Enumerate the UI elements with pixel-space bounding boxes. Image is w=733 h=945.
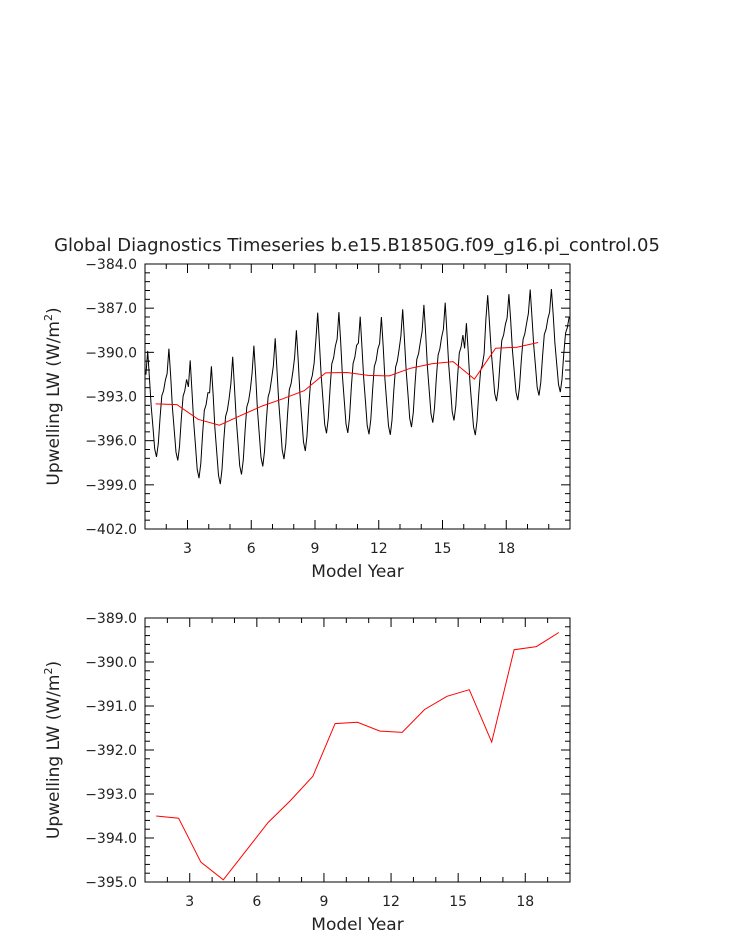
y-tick-label: −389.0 <box>85 611 137 627</box>
y-axis-label-close: ) <box>44 307 64 314</box>
x-tick-label: 3 <box>183 541 192 557</box>
y-tick-label: −392.0 <box>85 743 137 759</box>
top-panel: 3 6 9 12 15 18 −384.0 −387.0 −390.0 −393.0 −396.0 −… <box>42 257 571 582</box>
bottom-panel: 3 6 9 12 15 18 −389.0 −390.0 −391.0 −392.0 −393.0 −… <box>42 611 571 935</box>
y-tick-label: −393.0 <box>85 787 137 803</box>
series-line-annual <box>156 632 560 881</box>
y-axis-label-main: Upwelling LW (W/m <box>44 675 64 840</box>
y-axis-label-main: Upwelling LW (W/m <box>44 321 64 486</box>
x-axis-label: Model Year <box>311 562 403 582</box>
x-tick-label: 15 <box>434 541 452 557</box>
y-tick-label: −393.0 <box>85 390 137 406</box>
y-tick-label: −387.0 <box>85 301 137 317</box>
y-tick-label: −402.0 <box>85 522 137 538</box>
x-axis-label: Model Year <box>311 915 403 935</box>
x-tick-label: 6 <box>252 894 261 910</box>
y-tick-label: −399.0 <box>85 478 137 494</box>
y-axis-label-close: ) <box>44 661 64 668</box>
y-tick-label: −395.0 <box>85 875 137 891</box>
y-tick-label: −384.0 <box>85 257 137 273</box>
x-tick-label: 15 <box>449 894 467 910</box>
y-axis-label-superscript: 2 <box>42 314 55 321</box>
plot-frame <box>144 263 571 530</box>
y-axis-label: Upwelling LW (W/m2) <box>42 661 64 839</box>
y-tick-label: −391.0 <box>85 699 137 715</box>
y-axis-label-superscript: 2 <box>42 668 55 675</box>
x-tick-label: 3 <box>185 894 194 910</box>
x-tick-label: 9 <box>319 894 328 910</box>
x-tick-label: 12 <box>370 541 388 557</box>
x-tick-label: 12 <box>382 894 400 910</box>
y-tick-label: −394.0 <box>85 831 137 847</box>
x-tick-label: 6 <box>247 541 256 557</box>
y-tick-label: −390.0 <box>85 655 137 671</box>
plot-frame <box>144 617 571 883</box>
series-line-monthly <box>145 288 570 485</box>
y-tick-label: −396.0 <box>85 434 137 450</box>
x-tick-label: 18 <box>497 541 515 557</box>
y-axis-label: Upwelling LW (W/m2) <box>42 307 64 485</box>
x-tick-label: 18 <box>516 894 534 910</box>
y-tick-label: −390.0 <box>85 345 137 361</box>
series-line-annual <box>155 342 539 426</box>
chart-title: Global Diagnostics Timeseries b.e15.B185… <box>54 235 660 256</box>
x-tick-label: 9 <box>311 541 320 557</box>
